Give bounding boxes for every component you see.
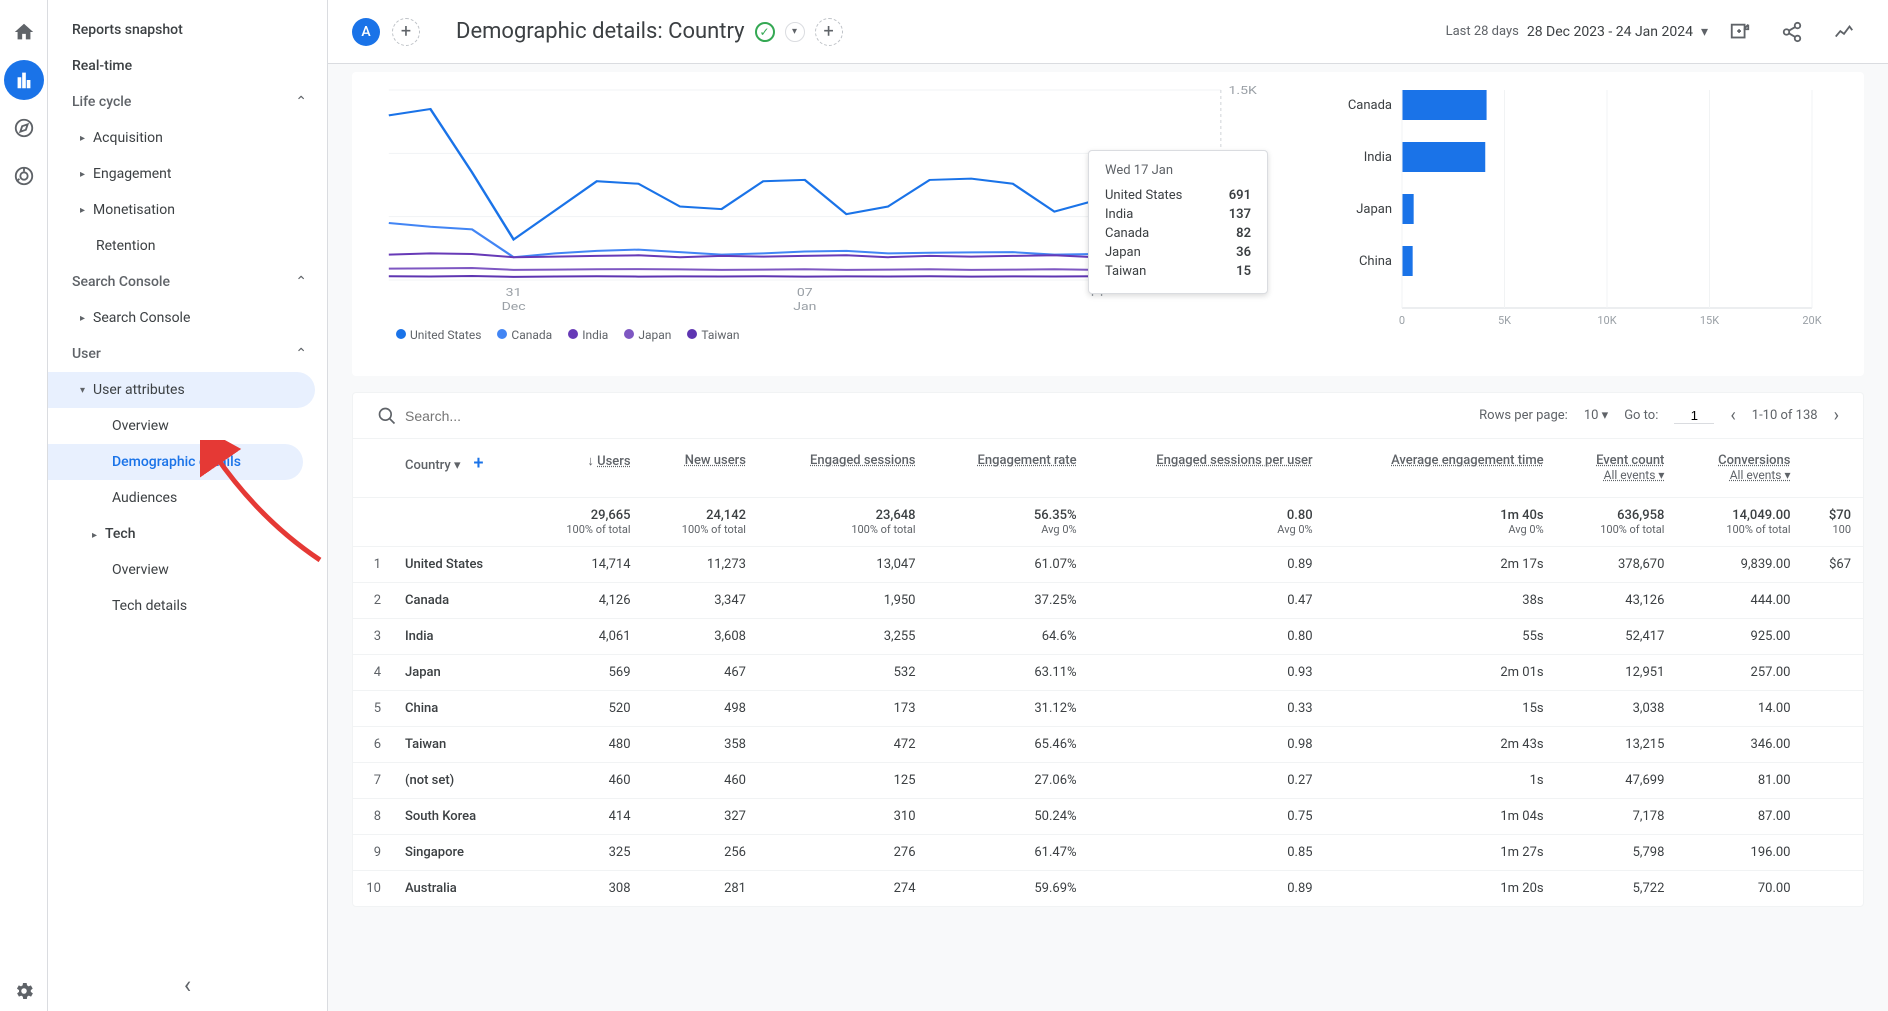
table-row[interactable]: 2Canada4,1263,3471,95037.25%0.4738s43,12… bbox=[353, 583, 1863, 619]
explore-icon[interactable] bbox=[4, 108, 44, 148]
rows-per-page-label: Rows per page: bbox=[1479, 408, 1568, 423]
next-page-button[interactable]: › bbox=[1834, 405, 1839, 426]
prev-page-button[interactable]: ‹ bbox=[1730, 405, 1735, 426]
page-title: Demographic details: Country ✓ ▾ + bbox=[456, 18, 843, 46]
data-table: Rows per page: 10 ▾ Go to: ‹ 1-10 of 138… bbox=[352, 392, 1864, 907]
add-segment-button[interactable]: + bbox=[392, 18, 420, 46]
sidebar: Reports snapshot Real-time Life cycle⌃ A… bbox=[48, 0, 328, 1011]
svg-text:China: China bbox=[1359, 254, 1392, 269]
title-dropdown[interactable]: ▾ bbox=[785, 22, 805, 42]
add-comparison-button[interactable]: + bbox=[815, 18, 843, 46]
date-range-picker[interactable]: Last 28 days 28 Dec 2023 - 24 Jan 2024 ▾ bbox=[1446, 24, 1708, 40]
rows-per-page-select[interactable]: 10 ▾ bbox=[1584, 408, 1608, 423]
customize-icon[interactable] bbox=[1720, 12, 1760, 52]
column-header[interactable]: New users bbox=[643, 439, 758, 498]
bar-chart: Canada India Japan China 0 5K 10K 15K 20K bbox=[1304, 80, 1864, 360]
svg-text:India: India bbox=[1364, 150, 1392, 165]
table-row[interactable]: 3India4,0613,6083,25564.6%0.8055s52,4179… bbox=[353, 619, 1863, 655]
table-row[interactable]: 9Singapore32525627661.47%0.851m 27s5,798… bbox=[353, 835, 1863, 871]
search-icon bbox=[377, 406, 397, 426]
svg-text:0: 0 bbox=[1399, 314, 1405, 327]
main: A + Demographic details: Country ✓ ▾ + L… bbox=[328, 0, 1888, 1011]
svg-text:Japan: Japan bbox=[1356, 202, 1392, 217]
goto-input[interactable] bbox=[1674, 408, 1714, 424]
table-row[interactable]: 8South Korea41432731050.24%0.751m 04s7,1… bbox=[353, 799, 1863, 835]
goto-label: Go to: bbox=[1624, 408, 1658, 423]
reports-icon[interactable] bbox=[4, 60, 44, 100]
column-header[interactable]: Engagement rate bbox=[928, 439, 1089, 498]
svg-text:1.5K: 1.5K bbox=[1228, 84, 1256, 97]
sidebar-group-lifecycle[interactable]: Life cycle⌃ bbox=[48, 84, 327, 120]
sidebar-retention[interactable]: Retention bbox=[48, 228, 327, 264]
column-header[interactable]: ↓ Users bbox=[527, 439, 642, 498]
sidebar-group-user[interactable]: User⌃ bbox=[48, 336, 327, 372]
chart-tooltip: Wed 17 Jan United States691India137Canad… bbox=[1088, 150, 1268, 294]
table-row[interactable]: 6Taiwan48035847265.46%0.982m 43s13,21534… bbox=[353, 727, 1863, 763]
sidebar-user-attributes[interactable]: User attributes bbox=[48, 372, 315, 408]
legend-item[interactable]: United States bbox=[396, 328, 481, 342]
sidebar-acquisition[interactable]: Acquisition bbox=[48, 120, 327, 156]
table-row[interactable]: 5China52049817331.12%0.3315s3,03814.00 bbox=[353, 691, 1863, 727]
add-dimension-button[interactable]: + bbox=[473, 453, 483, 474]
column-header[interactable]: Engaged sessions bbox=[758, 439, 928, 498]
column-header[interactable] bbox=[1803, 439, 1864, 498]
svg-text:5K: 5K bbox=[1498, 314, 1511, 327]
sidebar-group-searchconsole[interactable]: Search Console⌃ bbox=[48, 264, 327, 300]
svg-text:20K: 20K bbox=[1802, 314, 1821, 327]
svg-text:07: 07 bbox=[797, 286, 813, 299]
collapse-sidebar-icon[interactable]: ‹ bbox=[184, 971, 191, 999]
advertising-icon[interactable] bbox=[4, 156, 44, 196]
page-range: 1-10 of 138 bbox=[1752, 408, 1818, 423]
svg-text:Jan: Jan bbox=[793, 300, 816, 313]
column-header[interactable]: Average engagement time bbox=[1325, 439, 1556, 498]
segment-chip[interactable]: A bbox=[352, 18, 380, 46]
sidebar-ua-audiences[interactable]: Audiences bbox=[48, 480, 327, 516]
topbar: A + Demographic details: Country ✓ ▾ + L… bbox=[328, 0, 1888, 64]
nav-rail bbox=[0, 0, 48, 1011]
table-row[interactable]: 7(not set)46046012527.06%0.271s47,69981.… bbox=[353, 763, 1863, 799]
insights-icon[interactable] bbox=[1824, 12, 1864, 52]
sidebar-ua-demographic[interactable]: Demographic details bbox=[48, 444, 303, 480]
table-row[interactable]: 1United States14,71411,27313,04761.07%0.… bbox=[353, 547, 1863, 583]
line-chart-legend: United States Canada India Japan Taiwan bbox=[376, 320, 1272, 342]
sidebar-tech-overview[interactable]: Overview bbox=[48, 552, 327, 588]
legend-item[interactable]: Canada bbox=[497, 328, 552, 342]
column-header[interactable]: ConversionsAll events ▾ bbox=[1676, 439, 1802, 498]
table-search[interactable] bbox=[377, 406, 1463, 426]
country-header[interactable]: Country ▾ + bbox=[393, 439, 527, 498]
svg-text:Dec: Dec bbox=[502, 300, 526, 313]
sidebar-real-time[interactable]: Real-time bbox=[48, 48, 327, 84]
legend-item[interactable]: India bbox=[568, 328, 608, 342]
home-icon[interactable] bbox=[4, 12, 44, 52]
table-row[interactable]: 4Japan56946753263.11%0.932m 01s12,951257… bbox=[353, 655, 1863, 691]
svg-text:15K: 15K bbox=[1700, 314, 1719, 327]
share-icon[interactable] bbox=[1772, 12, 1812, 52]
column-header[interactable]: Event countAll events ▾ bbox=[1556, 439, 1677, 498]
sidebar-reports-snapshot[interactable]: Reports snapshot bbox=[48, 12, 327, 48]
legend-item[interactable]: Japan bbox=[624, 328, 671, 342]
legend-item[interactable]: Taiwan bbox=[687, 328, 739, 342]
svg-text:31: 31 bbox=[506, 286, 522, 299]
sidebar-ua-overview[interactable]: Overview bbox=[48, 408, 327, 444]
line-chart: 1.5K31Dec07Jan14 United StatesCanadaIndi… bbox=[352, 80, 1272, 360]
svg-text:Canada: Canada bbox=[1348, 98, 1392, 113]
status-check-icon: ✓ bbox=[755, 22, 775, 42]
sidebar-tech[interactable]: Tech bbox=[48, 516, 327, 552]
column-header[interactable]: Engaged sessions per user bbox=[1089, 439, 1325, 498]
sidebar-searchconsole[interactable]: Search Console bbox=[48, 300, 327, 336]
sidebar-tech-details[interactable]: Tech details bbox=[48, 588, 327, 624]
table-row[interactable]: 10Australia30828127459.69%0.891m 20s5,72… bbox=[353, 871, 1863, 907]
search-input[interactable] bbox=[405, 408, 605, 424]
settings-icon[interactable] bbox=[4, 971, 44, 1011]
sidebar-monetisation[interactable]: Monetisation bbox=[48, 192, 327, 228]
svg-text:10K: 10K bbox=[1597, 314, 1616, 327]
sidebar-engagement[interactable]: Engagement bbox=[48, 156, 327, 192]
